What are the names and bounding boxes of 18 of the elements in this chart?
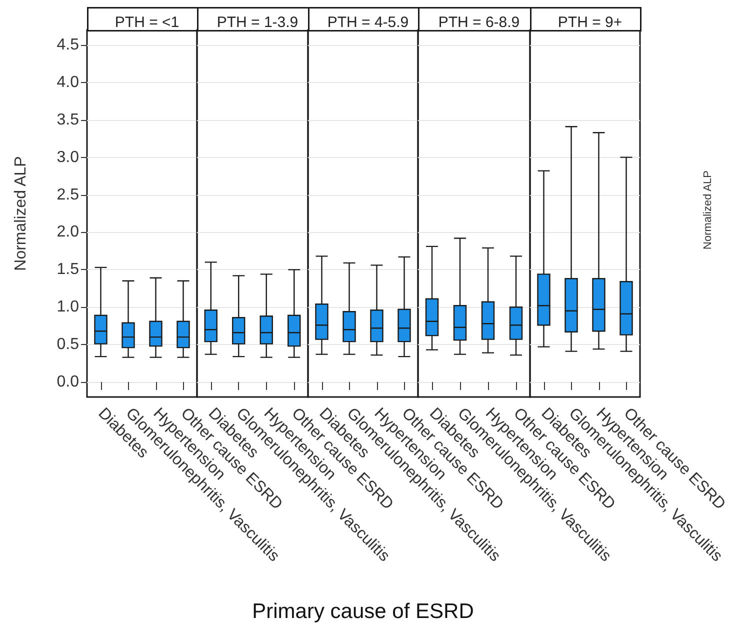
y-tick-label: 1.0 [56, 298, 80, 316]
y-tick-label: 0.0 [56, 374, 80, 391]
y-tick-label: 3.0 [56, 148, 80, 166]
y-tick-label: 4.0 [56, 74, 80, 91]
y-tick-label: 1.5 [56, 261, 80, 278]
y-tick-label: 3.5 [56, 111, 80, 128]
chart-title: PTH = <1 [114, 14, 180, 31]
chart-title: PTH = 6-8.9 [438, 14, 520, 31]
y-tick-label: 0.5 [56, 336, 80, 354]
y-tick-label: 4.5 [56, 36, 80, 54]
chart-title: PTH = 1-3.9 [216, 14, 298, 31]
y-tick-label: 2.0 [56, 224, 80, 241]
y-axis-title: Normalized ALP [12, 156, 30, 271]
chart-title: PTH = 9+ [558, 14, 622, 31]
text: Normalized ALP [702, 170, 714, 250]
x-axis-title: Primary cause of ESRD [252, 600, 474, 623]
chart-title: PTH = 4-5.9 [327, 14, 409, 31]
y-tick-label: 2.5 [56, 186, 80, 204]
